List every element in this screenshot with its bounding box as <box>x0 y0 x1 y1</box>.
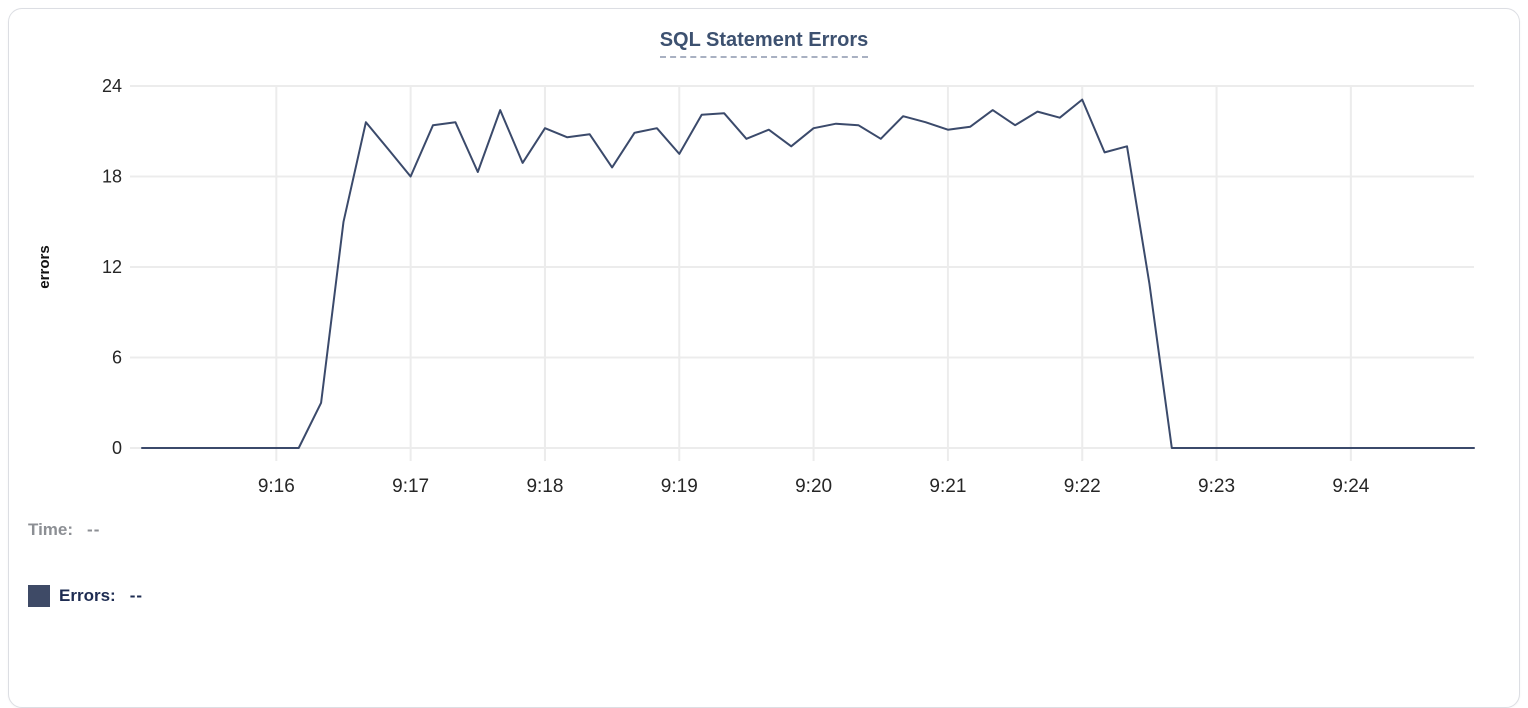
errors-value: -- <box>129 586 144 605</box>
errors-series-line <box>141 98 1475 449</box>
chart-title[interactable]: SQL Statement Errors <box>659 29 869 58</box>
x-tick-label: 9:19 <box>661 476 698 497</box>
gridlines <box>130 85 1474 461</box>
y-tick-label: 6 <box>112 348 122 368</box>
time-label: Time: <box>28 520 74 539</box>
errors-chart[interactable]: 0 6 12 18 24 9:16 9:17 9:18 9:19 9:20 9:21 9:22 9:2… <box>1 1 1528 511</box>
chart-card: SQL Statement Errors 0 6 12 18 24 9:16 9:17 9:… <box>8 8 1520 708</box>
chart-header: SQL Statement Errors <box>9 29 1519 58</box>
y-tick-label: 0 <box>112 438 122 458</box>
x-tick-label: 9:17 <box>392 476 429 497</box>
y-tick-label: 12 <box>102 257 122 277</box>
y-axis-title: errors <box>36 245 53 288</box>
time-readout-row: Time: -- <box>28 520 100 540</box>
y-axis-tick-labels: 0 6 12 18 24 <box>102 76 122 458</box>
x-tick-label: 9:16 <box>258 476 295 497</box>
y-tick-label: 18 <box>102 167 122 187</box>
y-tick-label: 24 <box>102 76 122 96</box>
x-tick-label: 9:21 <box>929 476 966 497</box>
x-tick-label: 9:22 <box>1064 476 1101 497</box>
errors-label: Errors: <box>59 586 116 605</box>
x-tick-label: 9:20 <box>795 476 832 497</box>
x-tick-label: 9:24 <box>1332 476 1369 497</box>
x-axis-tick-labels: 9:16 9:17 9:18 9:19 9:20 9:21 9:22 9:23 9:24 <box>258 476 1370 497</box>
series-polyline-errors <box>141 98 1475 449</box>
errors-legend-swatch <box>28 585 50 607</box>
time-value: -- <box>87 520 101 539</box>
y-axis-label: errors <box>36 245 53 288</box>
errors-legend-row[interactable]: Errors: -- <box>28 585 143 607</box>
x-tick-label: 9:23 <box>1198 476 1235 497</box>
x-tick-label: 9:18 <box>526 476 563 497</box>
